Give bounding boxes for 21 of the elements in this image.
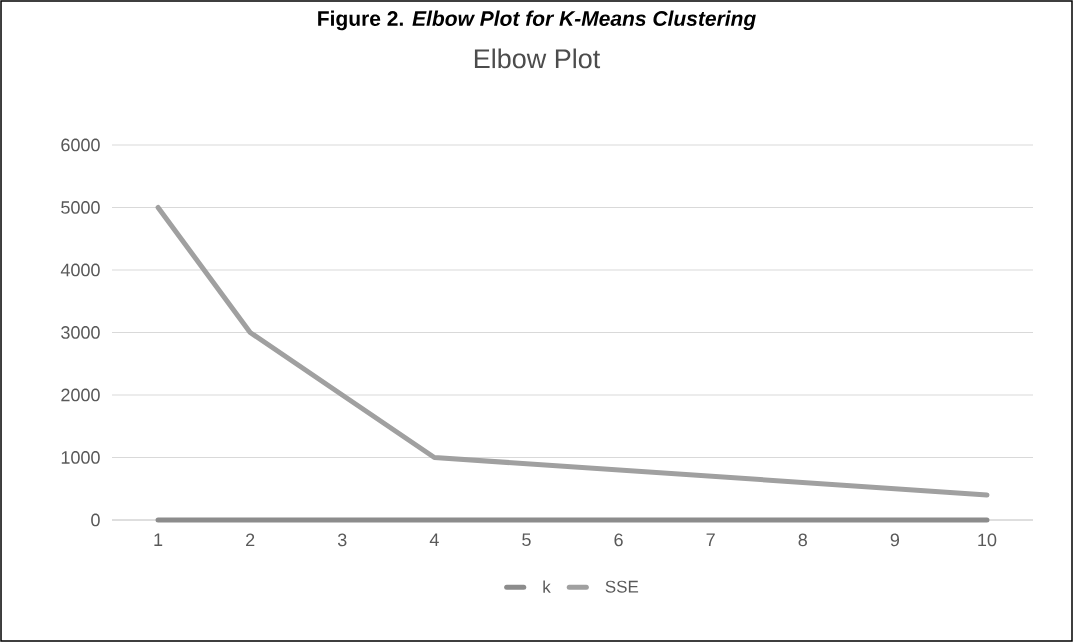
x-tick-label: 4 (429, 533, 439, 546)
x-tick-label: 10 (978, 533, 997, 547)
y-tick-label: 5000 (61, 201, 100, 214)
y-tick-label: 4000 (60, 263, 100, 277)
y-tick-label: 2000 (61, 388, 100, 402)
y-tick-label: 1000 (61, 451, 100, 464)
y-tick-label: 6000 (61, 138, 100, 152)
chart-title: Figure 2. Elbow Plot for K-Means Clustering (318, 10, 756, 31)
x-tick-label: 7 (706, 533, 715, 546)
legend-label: k (543, 580, 551, 593)
x-tick-label: 8 (798, 533, 807, 547)
y-tick-label: 3000 (61, 326, 100, 339)
x-tick-label: 3 (337, 533, 347, 547)
x-tick-label: 6 (614, 533, 623, 547)
x-tick-label: 1 (154, 533, 163, 546)
x-tick-label: 5 (522, 533, 531, 547)
chart-subtitle: Elbow Plot (474, 48, 601, 69)
y-tick-label: 0 (91, 513, 100, 527)
legend-label: SSE (605, 580, 639, 593)
x-tick-label: 2 (246, 533, 255, 547)
x-tick-label: 9 (890, 533, 900, 547)
